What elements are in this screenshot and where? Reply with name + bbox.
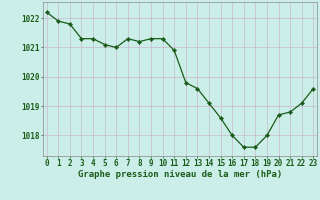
X-axis label: Graphe pression niveau de la mer (hPa): Graphe pression niveau de la mer (hPa) xyxy=(78,170,282,179)
